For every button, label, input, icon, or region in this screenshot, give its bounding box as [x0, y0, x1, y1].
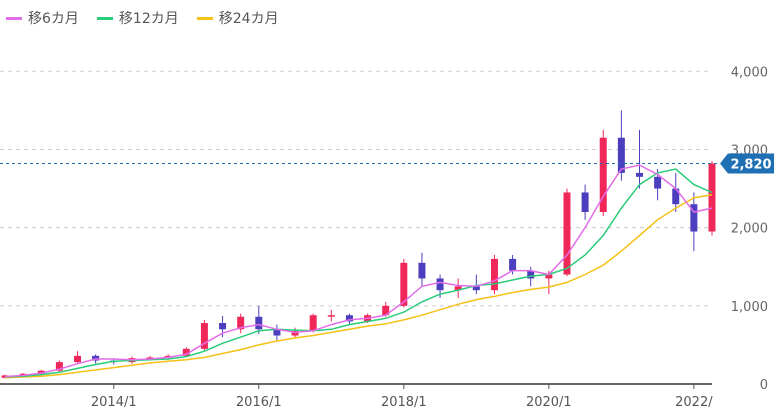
y-tick-label: 1,000	[731, 300, 768, 315]
x-tick-label: 2020/1	[526, 395, 572, 410]
series-line-ma6	[4, 164, 713, 378]
candle-body	[182, 348, 190, 356]
candle-body	[436, 278, 444, 291]
legend-item-ma24[interactable]: 移24カ月	[196, 8, 279, 28]
candle-body	[635, 172, 643, 177]
legend-swatch-ma6	[6, 16, 22, 20]
series-line-ma24	[4, 194, 713, 379]
candle-body	[164, 355, 172, 358]
candle-body	[345, 315, 353, 322]
series-line-ma12	[4, 168, 713, 378]
candle-body	[454, 286, 462, 291]
current-price-badge	[720, 153, 774, 174]
candle-body	[255, 316, 263, 330]
candle-body	[273, 329, 281, 336]
candle-body	[690, 204, 698, 232]
legend-label-ma12: 移12カ月	[118, 11, 179, 27]
x-tick-label: 2018/1	[381, 395, 427, 410]
candle-body	[74, 355, 82, 363]
candle-body	[545, 274, 553, 279]
legend-label-ma6: 移6カ月	[28, 11, 79, 27]
candle-body	[327, 315, 335, 317]
candle-body	[382, 305, 390, 316]
candle-body	[527, 270, 535, 279]
candle-body	[672, 188, 680, 205]
candle-body	[200, 323, 208, 349]
candle-body	[146, 357, 154, 359]
candle-body	[291, 330, 299, 336]
candle-body	[617, 137, 625, 173]
x-tick-label: 2022/	[675, 395, 713, 410]
legend-label-ma24: 移24カ月	[218, 11, 279, 27]
candle-body	[654, 176, 662, 189]
candle-body	[472, 286, 480, 291]
legend-item-ma12[interactable]: 移12カ月	[96, 8, 179, 28]
candle-body	[581, 192, 589, 212]
y-tick-label: 4,000	[731, 65, 768, 80]
candle-body	[490, 258, 498, 291]
candle-body	[309, 315, 317, 331]
candle-body	[708, 163, 716, 232]
candle-body	[55, 362, 63, 371]
candle-body	[37, 370, 45, 374]
y-tick-label: 0	[760, 378, 768, 393]
x-tick-label: 2014/1	[91, 395, 137, 410]
candle-body	[400, 262, 408, 306]
candle-body	[418, 262, 426, 279]
candle-body	[237, 316, 245, 330]
legend-item-ma6[interactable]: 移6カ月	[6, 8, 79, 28]
candle-body	[19, 373, 27, 376]
x-tick-label: 2016/1	[236, 395, 282, 410]
candle-body	[92, 355, 100, 361]
candle-body	[563, 192, 571, 275]
candle-body	[599, 137, 607, 212]
candle-body	[219, 323, 227, 330]
legend-swatch-ma24	[196, 16, 213, 20]
current-price-label: 2,820	[730, 158, 771, 173]
candle-body	[509, 258, 517, 271]
y-tick-label: 2,000	[731, 222, 768, 237]
legend-swatch-ma12	[96, 16, 113, 20]
legend: 移6カ月 移12カ月 移24カ月	[6, 8, 279, 28]
